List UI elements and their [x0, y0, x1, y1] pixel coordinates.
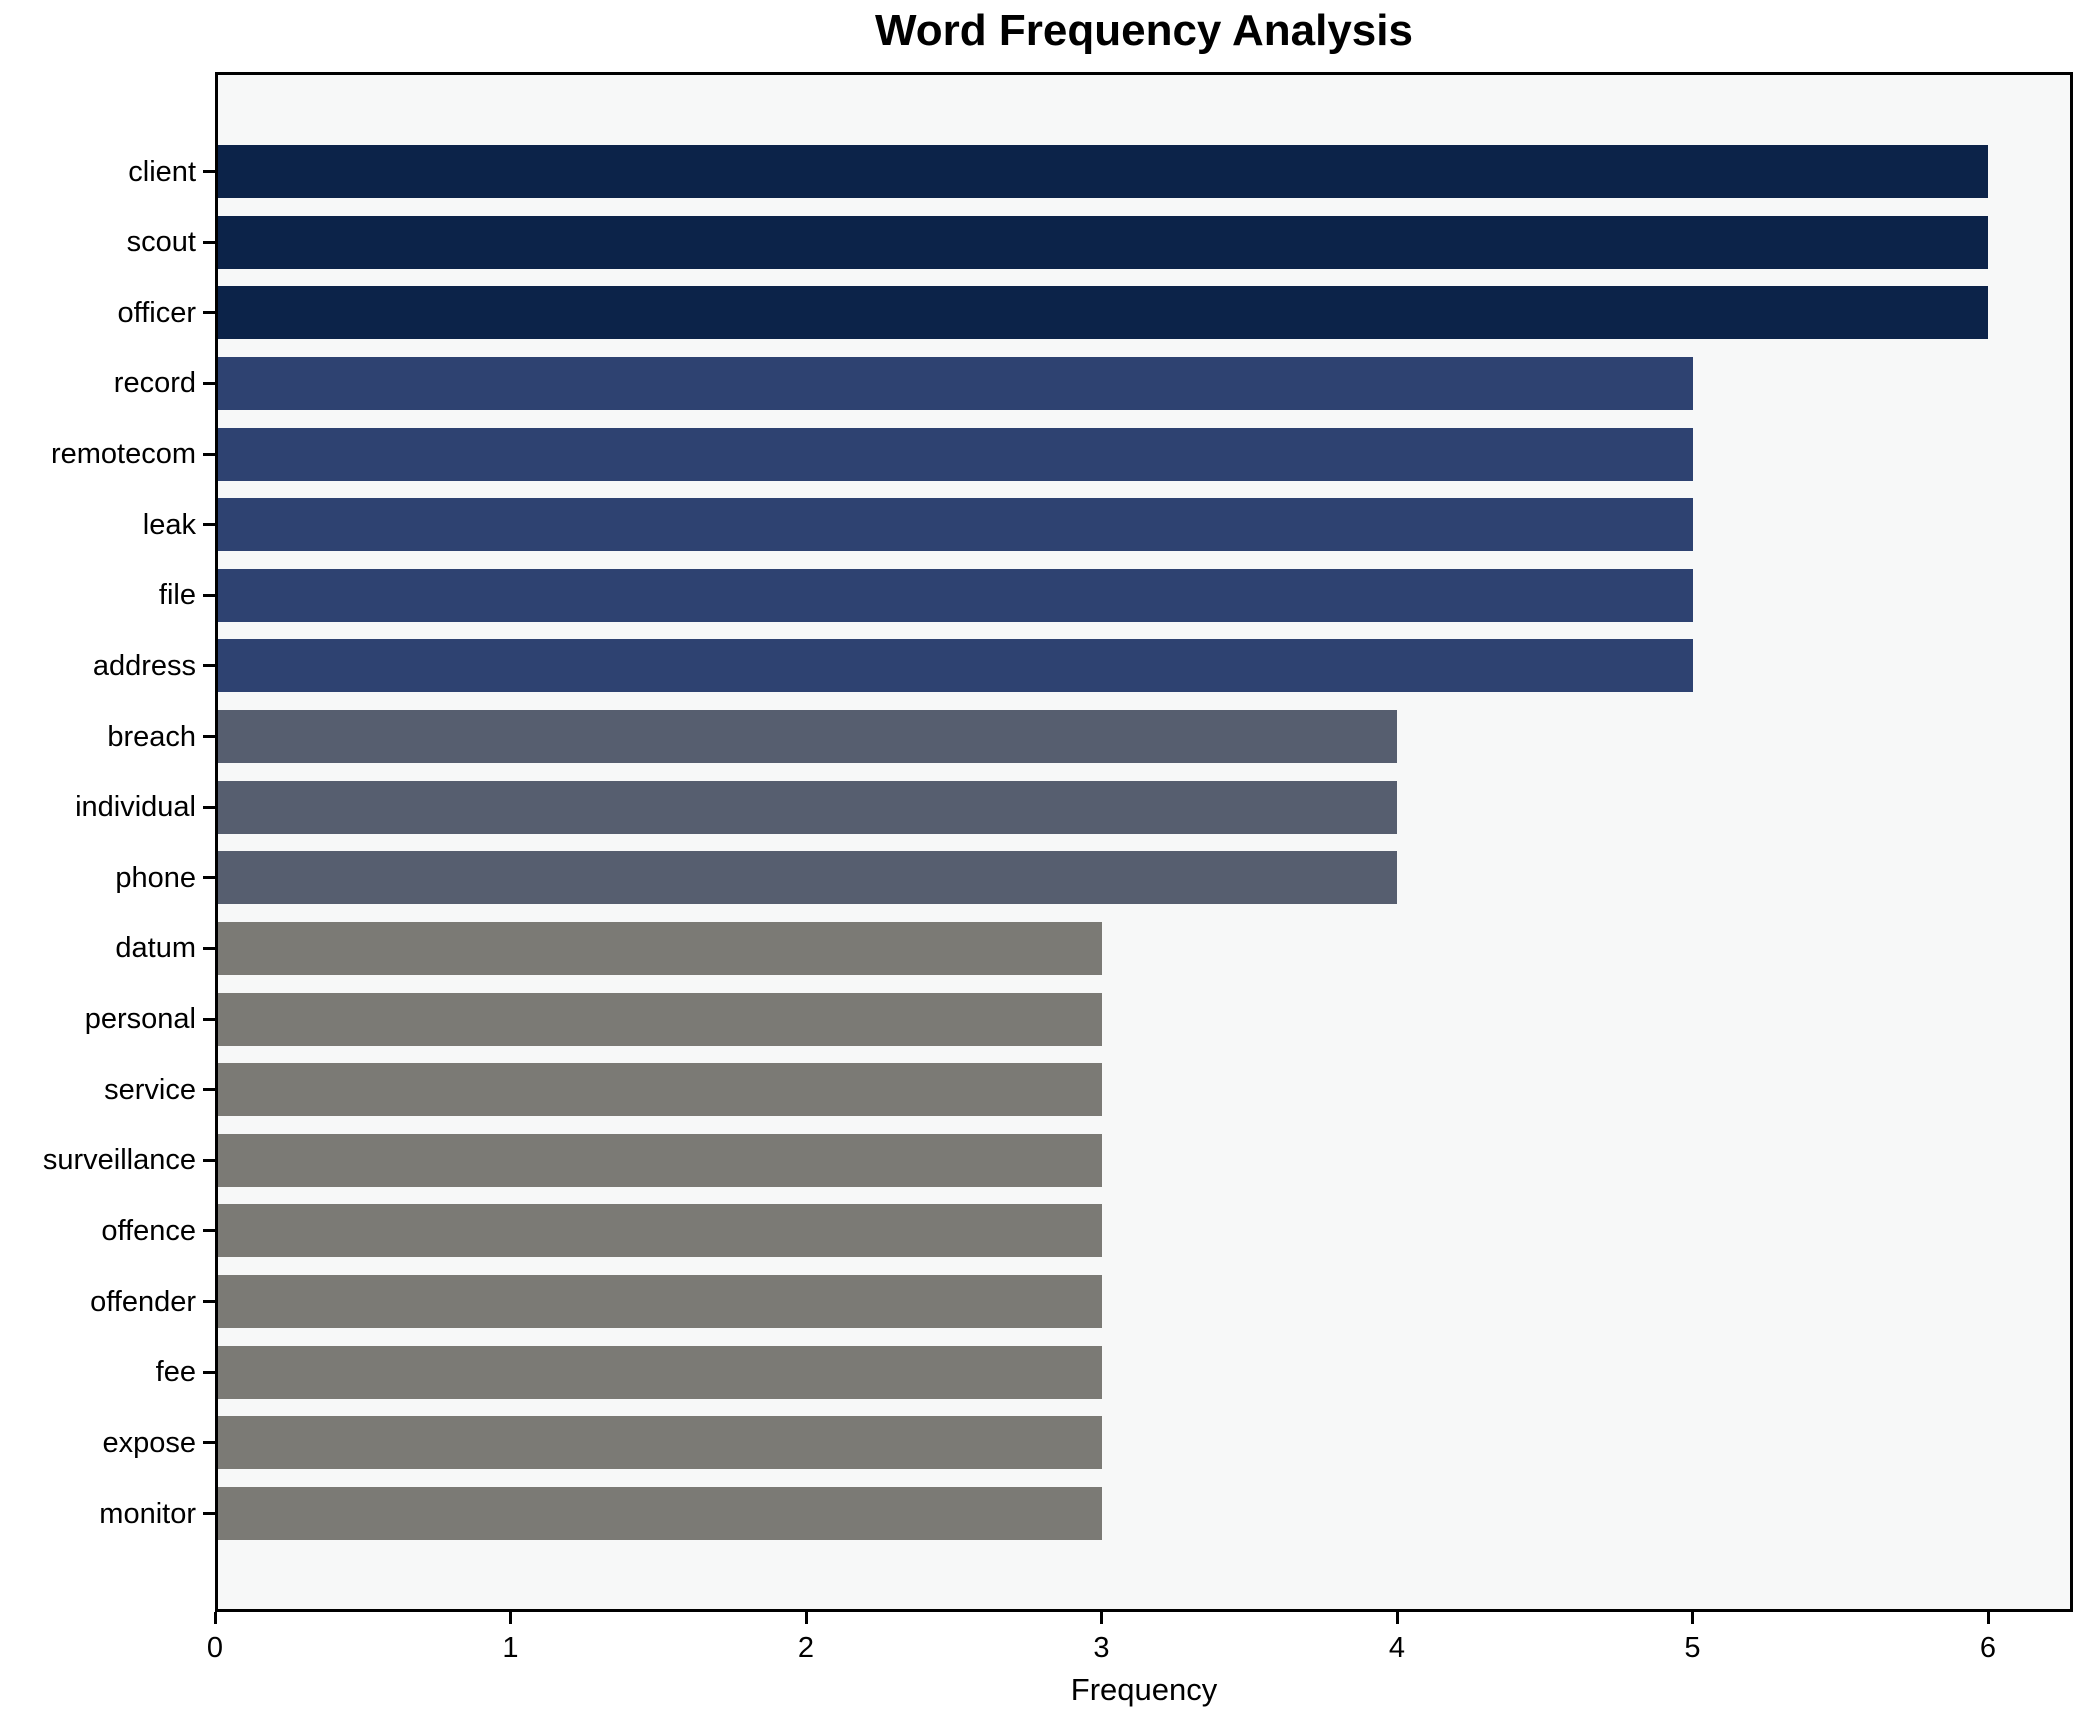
x-tick-label-1: 1: [502, 1632, 519, 1664]
y-tick-label-datum: datum: [115, 932, 196, 965]
x-tick-mark: [1100, 1612, 1103, 1624]
y-tick-label-scout: scout: [126, 226, 196, 259]
y-tick-mark: [203, 593, 215, 597]
y-tick-label-phone: phone: [115, 861, 196, 894]
y-tick-label-expose: expose: [102, 1426, 196, 1459]
bar-individual: [218, 780, 1397, 834]
bar-breach: [218, 710, 1397, 764]
bar-phone: [218, 851, 1397, 905]
y-tick-mark: [203, 381, 215, 385]
bar-datum: [218, 921, 1102, 975]
bar-offender: [218, 1275, 1102, 1329]
y-tick-label-offence: offence: [101, 1214, 196, 1247]
x-tick-label-0: 0: [206, 1632, 224, 1664]
y-tick-label-leak: leak: [142, 508, 196, 541]
x-tick-mark: [1986, 1612, 1990, 1624]
y-tick-mark: [203, 240, 215, 244]
bar-service: [218, 1063, 1102, 1117]
x-tick-label-5: 5: [1684, 1632, 1701, 1664]
y-tick-label-officer: officer: [117, 296, 196, 329]
y-tick-mark: [203, 805, 215, 809]
y-tick-mark: [203, 1017, 215, 1021]
bar-offence: [218, 1204, 1102, 1258]
y-tick-label-record: record: [113, 367, 196, 400]
bar-client: [218, 145, 1988, 198]
y-tick-mark: [203, 664, 215, 668]
bar-remotecom: [218, 427, 1693, 481]
chart-title: Word Frequency Analysis: [875, 6, 1413, 55]
y-tick-mark: [203, 170, 215, 173]
y-tick-mark: [203, 735, 215, 739]
plot-area: [215, 72, 2073, 1612]
y-tick-mark: [203, 876, 215, 880]
x-tick-mark: [1691, 1612, 1694, 1624]
y-tick-mark: [203, 946, 215, 950]
y-tick-mark: [203, 1370, 215, 1374]
bar-officer: [218, 286, 1988, 340]
x-tick-mark: [509, 1612, 512, 1624]
x-tick-label-3: 3: [1093, 1632, 1110, 1664]
y-tick-mark: [203, 523, 215, 527]
y-tick-label-individual: individual: [75, 791, 196, 824]
y-tick-label-breach: breach: [107, 720, 196, 753]
x-axis-label: Frequency: [1070, 1672, 1218, 1707]
y-tick-mark: [203, 1229, 215, 1233]
y-tick-label-service: service: [104, 1073, 196, 1106]
bar-surveillance: [218, 1133, 1102, 1187]
y-tick-mark: [203, 1300, 215, 1304]
x-tick-mark: [804, 1612, 808, 1624]
y-tick-label-file: file: [158, 579, 196, 612]
y-tick-mark: [203, 1158, 215, 1162]
x-tick-mark: [213, 1612, 217, 1624]
y-tick-label-monitor: monitor: [99, 1497, 196, 1530]
x-tick-label-6: 6: [1979, 1632, 1997, 1664]
bar-file: [218, 568, 1693, 622]
y-tick-mark: [203, 1088, 215, 1092]
y-tick-mark: [203, 1512, 215, 1515]
y-tick-mark: [203, 1441, 215, 1445]
bar-monitor: [218, 1487, 1102, 1540]
y-tick-label-surveillance: surveillance: [42, 1144, 196, 1177]
bar-address: [218, 639, 1693, 693]
bar-scout: [218, 215, 1988, 269]
x-tick-label-2: 2: [797, 1632, 815, 1664]
y-tick-mark: [203, 452, 215, 456]
y-tick-label-offender: offender: [90, 1285, 196, 1318]
x-tick-label-4: 4: [1388, 1632, 1406, 1664]
bar-fee: [218, 1345, 1102, 1399]
y-tick-mark: [203, 311, 215, 315]
x-tick-mark: [1395, 1612, 1399, 1624]
y-tick-label-remotecom: remotecom: [50, 438, 196, 471]
bar-expose: [218, 1416, 1102, 1470]
y-tick-label-personal: personal: [84, 1003, 196, 1036]
y-tick-label-fee: fee: [155, 1356, 196, 1389]
bar-leak: [218, 498, 1693, 552]
y-tick-label-client: client: [128, 155, 196, 188]
bar-personal: [218, 992, 1102, 1046]
bar-record: [218, 356, 1693, 410]
y-tick-label-address: address: [92, 649, 196, 682]
